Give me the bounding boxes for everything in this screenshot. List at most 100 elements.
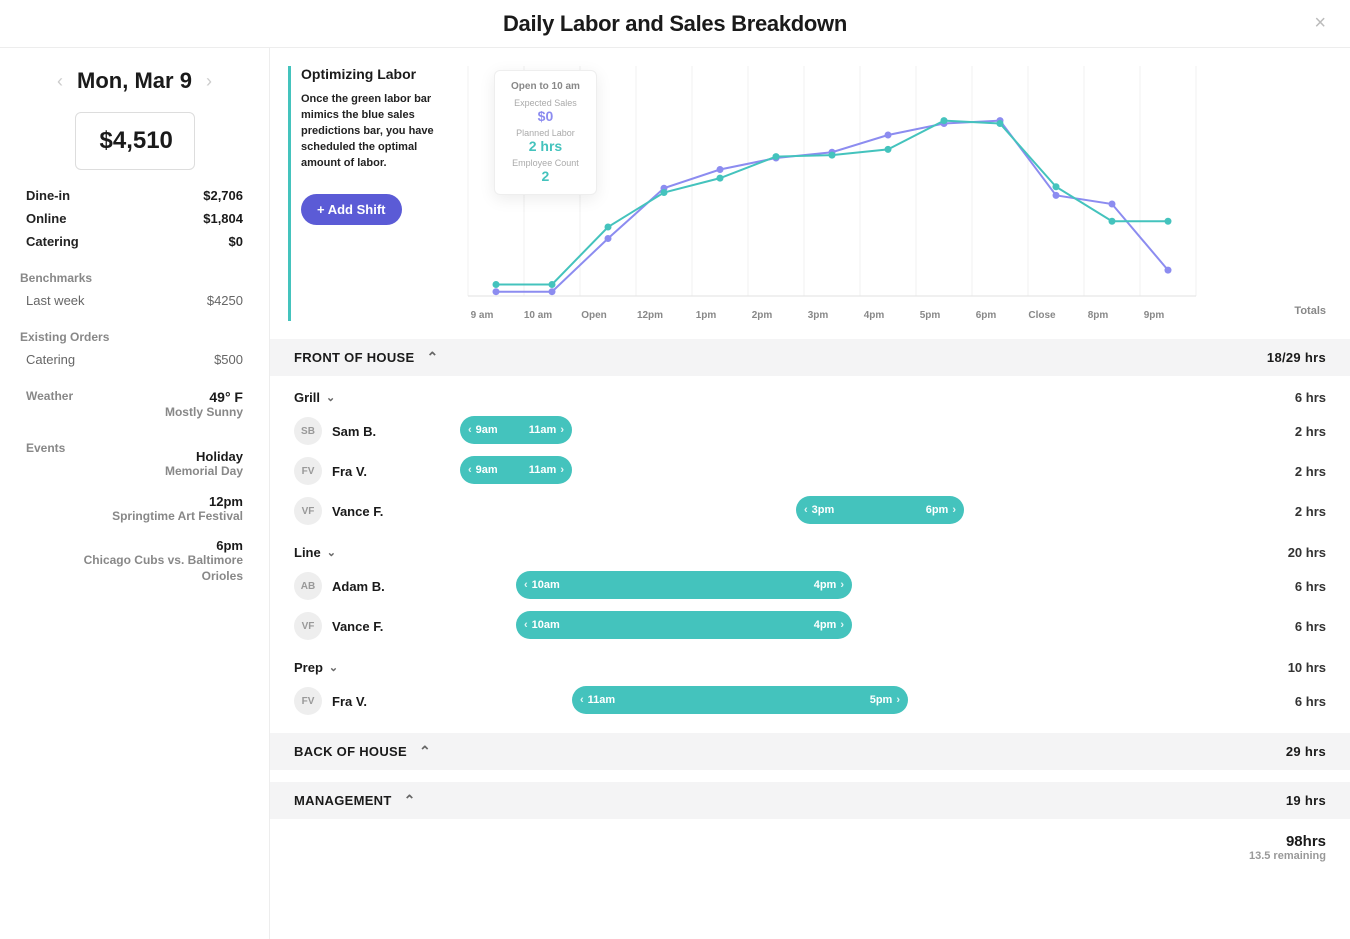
chevron-left-icon[interactable]: ‹ <box>468 464 472 476</box>
tooltip-header: Open to 10 am <box>511 81 580 92</box>
event-item: HolidayMemorial Day <box>65 449 243 480</box>
breakdown-value: $0 <box>229 234 243 249</box>
shift-end: 4pm <box>814 619 837 631</box>
info-title: Optimizing Labor <box>301 66 438 82</box>
dept-header[interactable]: FRONT OF HOUSE⌃18/29 hrs <box>270 339 1350 376</box>
x-axis-label: Open <box>566 310 622 321</box>
breakdown-label: Catering <box>26 234 79 249</box>
weather-label: Weather <box>26 389 73 419</box>
breakdown-row: Online $1,804 <box>20 211 249 226</box>
chevron-right-icon[interactable]: › <box>840 579 844 591</box>
footer-totals: 98hrs 13.5 remaining <box>270 819 1350 876</box>
shift-bar[interactable]: ‹ 10am 4pm › <box>516 611 852 639</box>
staff-name: Sam B. <box>332 424 376 439</box>
shift-bar[interactable]: ‹ 10am 4pm › <box>516 571 852 599</box>
totals-column-header: Totals <box>1226 66 1326 321</box>
info-text: Once the green labor bar mimics the blue… <box>301 92 438 172</box>
chevron-up-icon[interactable]: ⌃ <box>426 349 438 366</box>
staff-hours: 2 hrs <box>1226 464 1326 479</box>
close-icon[interactable]: × <box>1314 12 1326 35</box>
staff-row: AB Adam B. ‹ 10am 4pm › 6 hrs <box>270 566 1350 606</box>
role-hours: 6 hrs <box>1226 390 1326 405</box>
chevron-left-icon[interactable]: ‹ <box>580 694 584 706</box>
role-row: Prep ⌄ 10 hrs <box>270 646 1350 681</box>
existing-value: $500 <box>214 352 243 367</box>
footer-total-hours: 98hrs <box>294 833 1326 850</box>
weather-desc: Mostly Sunny <box>165 405 243 419</box>
total-sales-box: $4,510 <box>75 112 195 170</box>
chevron-right-icon[interactable]: › <box>896 694 900 706</box>
role-row: Grill⌄6 hrs <box>270 376 1350 411</box>
staff-hours: 6 hrs <box>1226 619 1326 634</box>
dept-name: MANAGEMENT <box>294 793 392 808</box>
breakdown-value: $1,804 <box>203 211 243 226</box>
shift-end: 11am <box>529 464 557 476</box>
shift-end: 5pm <box>870 694 893 706</box>
shift-start: 9am <box>476 424 498 436</box>
chevron-down-icon[interactable]: ⌄ <box>327 546 336 559</box>
benchmark-row: Last week$4250 <box>20 293 249 308</box>
dept-header[interactable]: MANAGEMENT⌃19 hrs <box>270 782 1350 819</box>
role-hours: 10 hrs <box>1226 660 1326 675</box>
shift-bar[interactable]: ‹ 3pm 6pm › <box>796 496 964 524</box>
chevron-up-icon[interactable]: ⌃ <box>419 743 431 760</box>
x-axis-label: 6pm <box>958 310 1014 321</box>
dept-hours: 18/29 hrs <box>1267 350 1326 365</box>
shift-bar[interactable]: ‹ 9am 11am › <box>460 456 572 484</box>
chevron-right-icon[interactable]: › <box>560 424 564 436</box>
role-row: Line ⌄ 20 hrs <box>270 531 1350 566</box>
page-title: Daily Labor and Sales Breakdown <box>503 11 847 37</box>
role-name: Prep <box>294 660 323 675</box>
staff-hours: 6 hrs <box>1226 579 1326 594</box>
next-day-icon[interactable]: › <box>206 71 212 92</box>
x-axis-label: 9 am <box>454 310 510 321</box>
main-panel: Optimizing Labor Once the green labor ba… <box>270 48 1350 939</box>
chart-x-axis: 9 am10 amOpen12pm1pm2pm3pm4pm5pm6pmClose… <box>454 310 1210 321</box>
role-hours: 20 hrs <box>1226 545 1326 560</box>
x-axis-label: 2pm <box>734 310 790 321</box>
weather-block: 49° F Mostly Sunny <box>165 389 243 419</box>
shift-start: 10am <box>532 619 560 631</box>
chevron-right-icon[interactable]: › <box>840 619 844 631</box>
chevron-left-icon[interactable]: ‹ <box>804 504 808 516</box>
prev-day-icon[interactable]: ‹ <box>57 71 63 92</box>
chart-tooltip: Open to 10 am Expected Sales $0 Planned … <box>494 70 597 195</box>
breakdown-label: Online <box>26 211 66 226</box>
page-header: Daily Labor and Sales Breakdown × <box>0 0 1350 48</box>
shift-end: 6pm <box>926 504 949 516</box>
x-axis-label: 4pm <box>846 310 902 321</box>
event-item: 12pmSpringtime Art Festival <box>65 494 243 525</box>
staff-row: SB Sam B. ‹ 9am 11am › 2 hrs <box>270 411 1350 451</box>
timeline: ‹ 10am 4pm › <box>460 571 1226 601</box>
staff-row: FV Fra V. ‹ 9am 11am › 2 hrs <box>270 451 1350 491</box>
event-desc: Springtime Art Festival <box>65 509 243 525</box>
chevron-left-icon[interactable]: ‹ <box>468 424 472 436</box>
benchmarks-label: Benchmarks <box>20 271 249 285</box>
shift-end: 11am <box>529 424 557 436</box>
timeline: ‹ 3pm 6pm › <box>460 496 1226 526</box>
role-name: Line <box>294 545 321 560</box>
chevron-left-icon[interactable]: ‹ <box>524 579 528 591</box>
chevron-right-icon[interactable]: › <box>560 464 564 476</box>
chevron-up-icon[interactable]: ⌃ <box>404 792 416 809</box>
breakdown-row: Dine-in$2,706 <box>20 188 249 203</box>
benchmark-value: $4250 <box>207 293 243 308</box>
dept-hours: 29 hrs <box>1286 744 1326 759</box>
avatar: VF <box>294 612 322 640</box>
event-time: 12pm <box>65 494 243 509</box>
staff-hours: 6 hrs <box>1226 694 1326 709</box>
chevron-down-icon[interactable]: ⌄ <box>326 391 335 404</box>
avatar: VF <box>294 497 322 525</box>
staff-name: Vance F. <box>332 504 383 519</box>
chevron-down-icon[interactable]: ⌄ <box>329 661 338 674</box>
shift-bar[interactable]: ‹ 9am 11am › <box>460 416 572 444</box>
chevron-left-icon[interactable]: ‹ <box>524 619 528 631</box>
footer-remaining: 13.5 remaining <box>294 850 1326 862</box>
shift-bar[interactable]: ‹ 11am 5pm › <box>572 686 908 714</box>
avatar: SB <box>294 417 322 445</box>
weather-temp: 49° F <box>165 389 243 405</box>
chevron-right-icon[interactable]: › <box>952 504 956 516</box>
add-shift-button[interactable]: + Add Shift <box>301 194 402 225</box>
x-axis-label: 5pm <box>902 310 958 321</box>
dept-header[interactable]: BACK OF HOUSE⌃29 hrs <box>270 733 1350 770</box>
